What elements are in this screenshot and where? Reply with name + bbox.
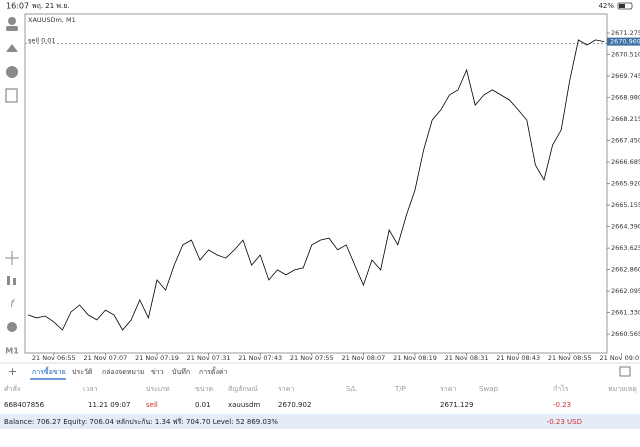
crosshair-icon[interactable] (5, 251, 19, 265)
column-header: ขนาด (195, 385, 213, 393)
x-tick-label: 21 Nov 07:07 (83, 354, 127, 362)
x-tick-label: 21 Nov 07:19 (135, 354, 179, 362)
tab[interactable]: การตั้งค่า (199, 365, 228, 376)
trade-icon[interactable] (6, 44, 18, 52)
x-tick-label: 21 Nov 08:55 (548, 354, 592, 362)
summary-text: Balance: 706.27 Equity: 706.04 หลักประกั… (4, 418, 278, 426)
y-tick-label: 2662.860 (611, 266, 640, 274)
x-tick-label: 21 Nov 08:07 (341, 354, 385, 362)
column-header: ราคา (278, 385, 294, 393)
x-tick-label: 21 Nov 08:43 (496, 354, 540, 362)
tab[interactable]: ข่าว (151, 368, 164, 376)
battery-level (619, 4, 625, 8)
y-tick-label: 2668.215 (611, 115, 640, 123)
candles-icon[interactable] (7, 276, 10, 285)
column-header: คำสั่ง (4, 384, 20, 393)
cell: xauusdm (228, 401, 260, 409)
cell: 0.01 (195, 401, 211, 409)
y-tick-label: 2668.980 (611, 94, 640, 102)
y-tick-label: 2660.565 (611, 330, 640, 338)
account-icon[interactable] (8, 17, 16, 25)
current-price-label: 2670.969 (610, 38, 640, 46)
cell: 11.21 09:07 (88, 401, 130, 409)
tab[interactable]: ประวัติ (72, 368, 93, 376)
column-header: กำไร (553, 384, 569, 393)
y-tick-label: 2669.745 (611, 72, 640, 80)
current-price-box (607, 37, 640, 46)
objects-icon[interactable] (7, 322, 17, 332)
cell: sell (146, 401, 158, 409)
cell: -0.23 (553, 401, 571, 409)
x-tick-label: 21 Nov 06:55 (32, 354, 76, 362)
column-header: หมายเหตุ (608, 385, 637, 393)
cell: 2670.902 (278, 401, 311, 409)
y-tick-label: 2667.450 (611, 137, 640, 145)
y-tick-label: 2662.095 (611, 287, 640, 295)
summary-bar (0, 414, 640, 429)
column-header: S/L (346, 385, 357, 393)
y-tick-label: 2663.625 (611, 244, 640, 252)
y-tick-label: 2671.275 (611, 29, 640, 37)
y-tick-label: 2665.920 (611, 180, 640, 188)
column-header: Swap (479, 385, 498, 393)
y-tick-label: 2665.155 (611, 201, 640, 209)
column-header: T/P (394, 385, 406, 393)
x-tick-label: 21 Nov 08:31 (445, 354, 489, 362)
x-tick-label: 21 Nov 07:55 (290, 354, 334, 362)
column-header: เวลา (83, 385, 98, 393)
x-tick-label: 21 Nov 07:31 (187, 354, 231, 362)
status-date: พฤ. 21 พ.ย. (32, 2, 70, 10)
x-tick-label: 21 Nov 08:19 (393, 354, 437, 362)
column-header: ราคา (440, 385, 456, 393)
y-tick-label: 2666.685 (611, 158, 640, 166)
toolbar: f (5, 17, 19, 332)
indicator-icon[interactable]: f (10, 299, 15, 310)
price-line (27, 39, 605, 331)
y-tick-label: 2670.510 (611, 51, 640, 59)
layout-button[interactable] (619, 366, 631, 377)
cell: 2671.129 (440, 401, 473, 409)
new-order-icon[interactable] (5, 88, 18, 103)
battery-icon (617, 2, 633, 10)
tab[interactable]: บันทึก (172, 367, 190, 376)
y-tick-label: 2661.330 (611, 309, 640, 317)
column-header: ประเภท (146, 385, 170, 393)
y-tick-label: 2664.390 (611, 223, 640, 231)
chart-title: XAUUSDm, M1 (28, 16, 76, 24)
tab[interactable]: กล่องจดหมาย (102, 368, 144, 376)
order-line-label: sell 0.01 (28, 36, 56, 44)
timeframe[interactable]: M1 (5, 347, 19, 356)
column-header: สัญลักษณ์ (228, 385, 258, 393)
account-icon-body (6, 26, 18, 31)
x-tick-label: 21 Nov 09:07 (599, 354, 640, 362)
add-button[interactable]: + (8, 365, 17, 378)
chat-icon[interactable] (6, 66, 18, 78)
tab[interactable]: การซื้อขาย (32, 365, 66, 376)
cell: 668407856 (4, 401, 45, 409)
candles-icon-2 (13, 278, 16, 285)
x-tick-label: 21 Nov 07:43 (238, 354, 282, 362)
status-battery: 42% (598, 2, 614, 10)
summary-profit: -0.23 USD (547, 418, 582, 426)
status-time: 16:07 (6, 2, 29, 11)
